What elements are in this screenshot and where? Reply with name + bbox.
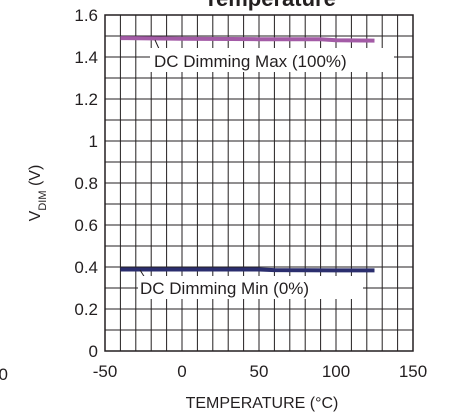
series-group [120, 36, 375, 273]
y-tick-label: 1.6 [74, 6, 98, 25]
y-axis-label-sub: DIM [37, 190, 49, 210]
y-tick-label: 1.2 [74, 90, 98, 109]
y-tick-label: 0 [89, 342, 98, 361]
chart-title: Temperature [204, 0, 336, 11]
x-tick-label: -50 [93, 362, 118, 381]
x-tick-label: 0 [177, 362, 186, 381]
series-line-min [120, 267, 375, 273]
y-tick-label: 1.4 [74, 48, 98, 67]
annotations: DC Dimming Max (100%) DC Dimming Min (0%) [138, 39, 394, 299]
x-tick-label: 150 [399, 362, 427, 381]
annotation-label: DC Dimming Min (0%) [140, 279, 309, 298]
y-tick-label: 1 [89, 132, 98, 151]
y-axis-label-main: V [27, 210, 44, 221]
y-tick-label: 0.6 [74, 216, 98, 235]
y-tick-label: 0.8 [74, 174, 98, 193]
y-axis-label-suffix: (V) [27, 165, 44, 191]
y-tick-label: 0.2 [74, 300, 98, 319]
annotation-background [138, 276, 363, 299]
annotation-background [150, 48, 394, 72]
annotation-label: DC Dimming Max (100%) [154, 52, 347, 71]
x-tick-label: 100 [322, 362, 350, 381]
y-tick-label: 0.4 [74, 258, 98, 277]
plot-frame [104, 14, 414, 352]
stray-tick-label: 0 [0, 365, 8, 384]
x-tick-label: 50 [250, 362, 269, 381]
y-axis-label: VDIM (V) [27, 165, 49, 222]
x-axis-label: TEMPERATURE (°C) [186, 395, 339, 412]
series-line-max [120, 36, 375, 43]
